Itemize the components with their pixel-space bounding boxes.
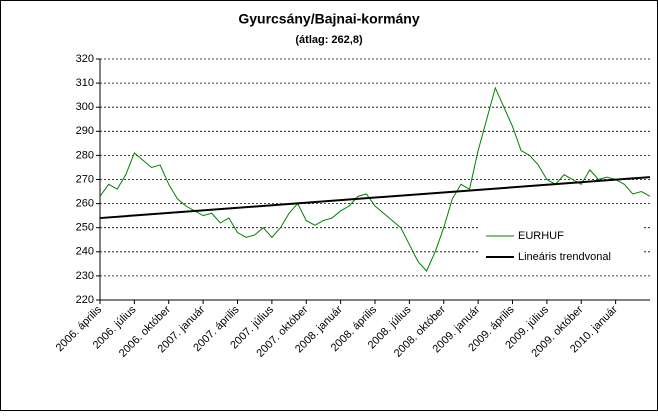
y-tick-label: 310 (76, 77, 94, 89)
legend-label: Lineáris trendvonal (518, 251, 611, 263)
y-tick-label: 270 (76, 173, 94, 185)
y-tick-label: 220 (76, 294, 94, 306)
y-tick-label: 280 (76, 149, 94, 161)
y-tick-label: 260 (76, 198, 94, 210)
chart-subtitle: (átlag: 262,8) (295, 34, 363, 46)
y-tick-label: 300 (76, 101, 94, 113)
y-tick-label: 290 (76, 125, 94, 137)
y-tick-label: 230 (76, 270, 94, 282)
legend-box (478, 222, 643, 268)
y-tick-label: 250 (76, 222, 94, 234)
chart-title: Gyurcsány/Bajnai-kormány (238, 11, 420, 27)
y-tick-label: 240 (76, 246, 94, 258)
trend-line (99, 176, 651, 220)
legend-label: EURHUF (518, 230, 564, 242)
y-tick-label: 320 (76, 53, 94, 65)
data-line (99, 86, 651, 272)
